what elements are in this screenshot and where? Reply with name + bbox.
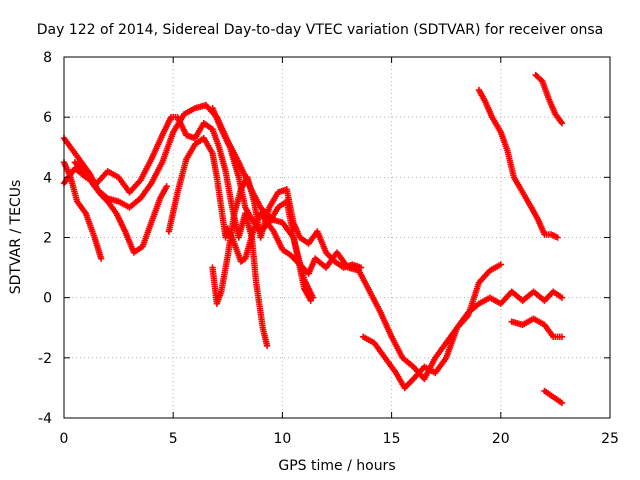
plus-marker [558, 333, 566, 340]
y-axis-label: SDTVAR / TECUs [8, 180, 24, 295]
chart-title: Day 122 of 2014, Sidereal Day-to-day VTE… [37, 22, 604, 38]
y-tick-label: 8 [43, 50, 52, 66]
plus-marker [97, 255, 105, 262]
track-7 [209, 174, 365, 307]
plus-marker [307, 297, 314, 304]
track-9 [508, 315, 566, 340]
track-12 [541, 387, 566, 407]
axis-ticks [63, 56, 611, 419]
y-tick-label: -4 [38, 411, 52, 427]
track-10 [475, 86, 561, 241]
y-tick-label: 4 [43, 170, 52, 186]
plus-marker [558, 294, 566, 301]
data-series [60, 71, 566, 407]
plus-marker [558, 119, 566, 127]
x-axis-label: GPS time / hours [278, 458, 395, 474]
y-tick-label: 6 [43, 110, 52, 126]
x-tick-labels: 0 5 10 15 20 25 [60, 431, 619, 447]
plus-marker [357, 264, 365, 271]
track-4 [71, 101, 317, 301]
x-tick-label: 15 [383, 431, 401, 447]
y-tick-label: -2 [38, 351, 52, 367]
track-2 [60, 135, 170, 256]
track-8 [360, 288, 566, 392]
plus-marker [497, 261, 504, 268]
grid-lines [64, 57, 610, 418]
plus-marker [263, 342, 271, 349]
x-tick-label: 5 [169, 431, 178, 447]
y-tick-labels: -4 -2 0 2 4 6 8 [38, 50, 52, 427]
track-11 [532, 71, 566, 127]
x-tick-label: 20 [492, 431, 510, 447]
x-tick-label: 25 [601, 431, 619, 447]
y-tick-label: 2 [43, 231, 52, 247]
x-tick-label: 0 [60, 431, 69, 447]
plus-marker [537, 76, 545, 84]
plus-marker [163, 183, 170, 190]
x-tick-label: 10 [273, 431, 291, 447]
y-tick-label: 0 [43, 291, 52, 307]
plus-marker [558, 399, 566, 407]
plus-marker [554, 234, 561, 241]
